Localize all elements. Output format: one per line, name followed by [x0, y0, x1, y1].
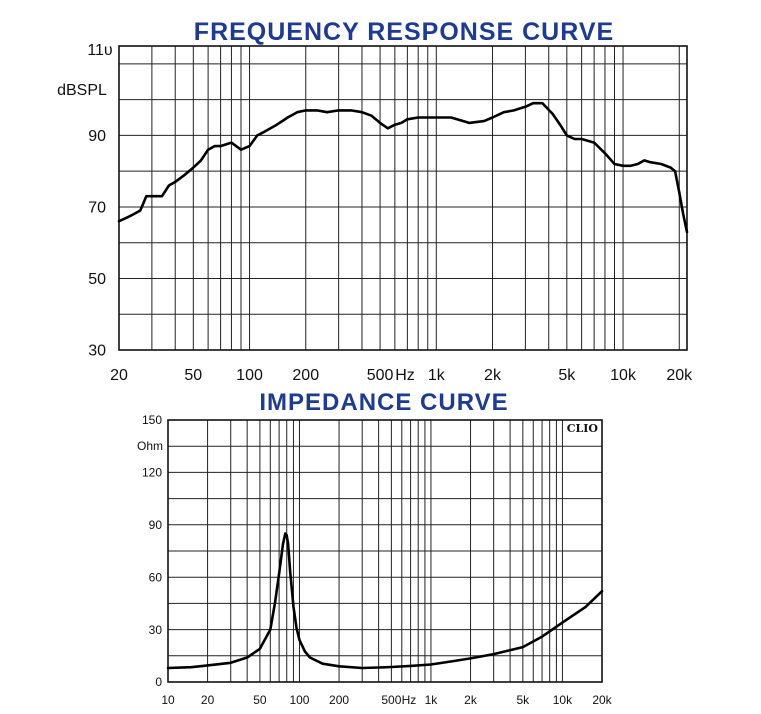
series-line	[117, 101, 689, 234]
y-axis-unit-label: dBSPL	[57, 82, 107, 99]
y-tick-label: 11υ	[87, 42, 112, 59]
chart-title: FREQUENCY RESPONSE CURVE	[194, 18, 614, 46]
x-axis-ticks: 10 20 50 100 200 500 Hz 1k 2k 5k 10k 20k	[161, 693, 612, 707]
x-tick-label: 2k	[484, 367, 502, 380]
x-tick-label: 5k	[517, 693, 531, 707]
x-tick-label: 5k	[558, 367, 576, 380]
frequency-response-chart: FREQUENCY RESPONSE CURVE dBSPL 11υ 30 50 7…	[57, 18, 693, 380]
y-tick-label: 70	[88, 200, 106, 217]
x-tick-label: 20k	[666, 367, 693, 380]
plot-frame	[118, 45, 688, 351]
y-axis-ticks: 0 30 60 90 120 150	[142, 413, 162, 689]
y-tick-label: 30	[149, 623, 163, 637]
y-tick-label: 90	[149, 518, 163, 532]
y-tick-label: 60	[149, 570, 163, 584]
y-tick-label: 50	[88, 271, 106, 288]
y-axis-unit-label: Ohm	[137, 439, 163, 453]
x-tick-label: 20k	[592, 693, 612, 707]
y-axis-ticks: 30 50 70 90	[88, 128, 106, 360]
x-tick-label: 200	[292, 367, 319, 380]
x-tick-label: 1k	[428, 367, 446, 380]
x-tick-label: 1k	[425, 693, 439, 707]
y-tick-label: 30	[88, 343, 106, 360]
plot-frame	[167, 419, 603, 683]
x-tick-label: 100	[289, 693, 309, 707]
x-axis-ticks: 20 50 100 200 500 Hz 1k 2k 5k 10k 20k	[110, 367, 693, 380]
x-tick-label: 10k	[610, 367, 637, 380]
x-tick-label: 200	[329, 693, 349, 707]
x-tick-label: 100	[236, 367, 263, 380]
y-tick-label: 120	[142, 466, 162, 480]
y-tick-label: 150	[142, 413, 162, 427]
x-tick-label: 20	[201, 693, 215, 707]
x-tick-label: 500	[367, 367, 394, 380]
x-tick-label: 2k	[464, 693, 478, 707]
y-tick-label: 90	[88, 128, 106, 145]
y-tick-label: 0	[155, 675, 162, 689]
x-tick-label: 10	[161, 693, 175, 707]
grid	[168, 419, 602, 683]
chart-title: IMPEDANCE CURVE	[259, 389, 508, 416]
clio-badge: CLIO	[567, 422, 599, 435]
x-tick-label: 20	[110, 367, 128, 380]
grid	[119, 46, 687, 351]
x-tick-label: 500	[381, 693, 401, 707]
x-tick-label: Hz	[395, 367, 415, 380]
series-line	[166, 532, 604, 670]
x-tick-label: 50	[184, 367, 202, 380]
x-tick-label: 10k	[553, 693, 573, 707]
x-tick-label: Hz	[402, 693, 417, 707]
x-tick-label: 50	[253, 693, 267, 707]
